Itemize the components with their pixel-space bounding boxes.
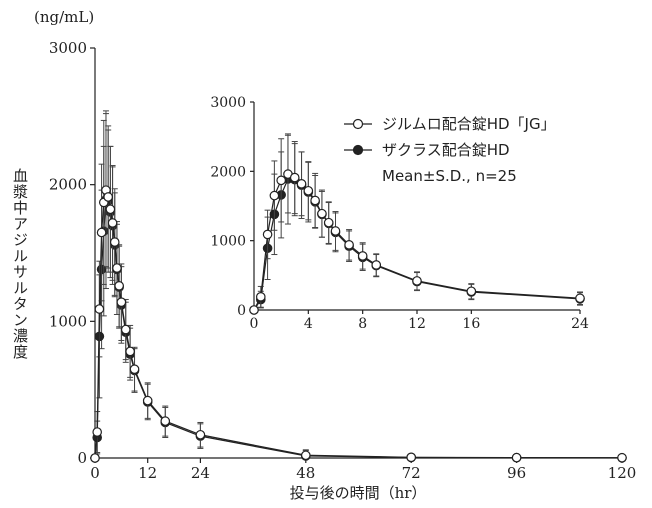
main-x-tick-label: 48 <box>296 464 315 482</box>
open-point <box>317 208 327 219</box>
main-x-tick-label: 96 <box>507 464 526 482</box>
open-point <box>296 179 307 189</box>
inset-y-tick-label: 3000 <box>210 95 246 111</box>
legend: ジルムロ配合錠HD「JG」 ザクラス配合錠HD Mean±S.D., n=25 <box>344 115 556 185</box>
open-point <box>120 324 131 335</box>
inset-y-tick-label: 0 <box>237 303 246 319</box>
main-y-tick-label: 2000 <box>49 176 87 194</box>
open-point <box>412 276 422 286</box>
inset-y-tick-label: 2000 <box>210 164 246 180</box>
open-point <box>129 364 140 374</box>
open-point <box>511 452 522 463</box>
main-plot-area <box>90 110 627 463</box>
main-x-tick-label: 24 <box>191 464 210 482</box>
open-point <box>255 292 266 302</box>
open-point <box>406 452 416 463</box>
inset-series-0 <box>249 134 585 315</box>
legend-note: Mean±S.D., n=25 <box>382 167 517 185</box>
open-point <box>323 217 334 228</box>
open-point <box>303 185 314 196</box>
open-point <box>617 452 627 463</box>
main-y-tick-label: 3000 <box>49 39 87 57</box>
open-point <box>300 450 311 461</box>
open-point <box>575 293 585 304</box>
inset-x-tick-label: 12 <box>408 316 426 332</box>
open-point <box>90 453 100 463</box>
legend-label-jg: ジルムロ配合錠HD「JG」 <box>382 115 556 133</box>
main-x-tick-label: 72 <box>402 464 421 482</box>
open-point <box>289 172 300 183</box>
legend-label-zakras: ザクラス配合錠HD <box>382 141 510 159</box>
main-y-tick-label: 1000 <box>49 312 87 330</box>
open-point <box>371 260 382 270</box>
inset-x-tick-label: 4 <box>304 316 313 332</box>
open-circle-marker-icon <box>352 118 364 130</box>
open-point <box>142 395 153 406</box>
inset-y-tick-label: 1000 <box>210 234 246 250</box>
open-point <box>92 427 102 437</box>
legend-item-jg: ジルムロ配合錠HD「JG」 <box>344 115 556 133</box>
open-point <box>107 218 118 228</box>
open-point <box>466 286 477 297</box>
inset-plot-area <box>249 133 585 315</box>
open-point <box>269 190 280 201</box>
main-x-tick-label: 0 <box>90 464 100 482</box>
main-series-1 <box>90 110 627 463</box>
open-point <box>103 192 113 202</box>
inset-x-tick-label: 8 <box>358 316 367 332</box>
open-point <box>330 226 341 236</box>
x-axis-title: 投与後の時間（hr） <box>290 484 427 502</box>
open-point <box>310 195 320 206</box>
y-axis-title: 血漿中アジルサルタン濃度 <box>11 168 29 360</box>
open-point <box>112 263 122 273</box>
legend-item-zakras: ザクラス配合錠HD <box>344 141 510 159</box>
open-point <box>249 305 259 315</box>
open-point <box>195 429 206 440</box>
open-point <box>94 304 105 314</box>
inset-x-tick-label: 24 <box>571 316 589 332</box>
main-series-0 <box>90 113 627 463</box>
inset-y-ticks: 0 1000 2000 3000 <box>210 95 254 319</box>
open-point <box>160 416 171 426</box>
main-y-tick-label: 0 <box>77 449 87 467</box>
open-point <box>109 237 120 247</box>
main-y-ticks: 0 1000 2000 3000 <box>49 39 95 467</box>
open-point <box>114 280 124 291</box>
main-x-tick-label: 120 <box>608 464 637 482</box>
open-point <box>344 240 354 250</box>
open-point <box>357 251 368 261</box>
main-x-tick-label: 12 <box>138 464 157 482</box>
open-point <box>96 227 107 238</box>
open-point <box>116 297 127 307</box>
filled-circle-marker-icon <box>352 144 364 156</box>
open-point <box>105 204 116 215</box>
inset-x-tick-label: 16 <box>462 316 480 332</box>
inset-x-tick-label: 0 <box>250 316 259 332</box>
open-point <box>276 175 286 186</box>
main-x-ticks: 0 12 24 48 72 96 120 <box>90 458 636 482</box>
inset-x-ticks: 0 4 8 12 16 24 <box>250 310 589 332</box>
y-unit-label: (ng/mL) <box>34 8 94 26</box>
open-point <box>125 346 135 357</box>
open-point <box>262 229 273 240</box>
